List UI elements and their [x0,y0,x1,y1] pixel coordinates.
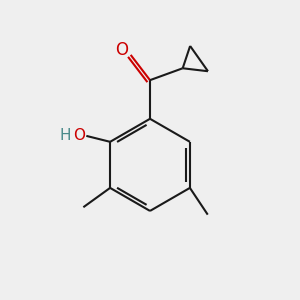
Text: H: H [59,128,70,143]
Text: O: O [73,128,85,143]
Text: O: O [115,41,128,59]
